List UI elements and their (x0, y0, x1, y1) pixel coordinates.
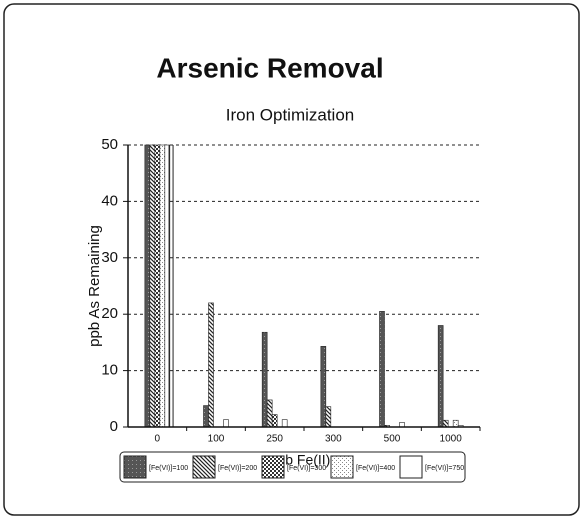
legend-swatch (123, 455, 147, 479)
legend-label: [Fe(VI)]=100 (149, 465, 188, 472)
legend-label: [Fe(VI)]=400 (356, 465, 395, 472)
x-tick-label: 100 (208, 434, 225, 445)
legend-label: [Fe(VI)]=200 (218, 465, 257, 472)
bar (203, 405, 209, 428)
bar (223, 419, 229, 428)
x-tick-label: 500 (384, 434, 401, 445)
y-tick-label: 10 (101, 362, 118, 379)
x-axis-title: ppb Fe(II) (270, 452, 331, 468)
x-tick-label: 1000 (440, 434, 463, 445)
bar (144, 144, 151, 428)
bar (261, 331, 268, 428)
bar (154, 144, 161, 428)
chart-title: Arsenic Removal (156, 52, 383, 83)
legend-label: [Fe(VI)]=300 (287, 465, 326, 472)
bar (442, 419, 449, 428)
legend-swatch (399, 455, 423, 479)
y-tick-label: 20 (101, 305, 118, 322)
x-tick-label: 300 (325, 434, 342, 445)
bar (452, 419, 459, 428)
bar (208, 302, 214, 428)
bar (437, 325, 444, 428)
bar (271, 414, 278, 428)
bar (325, 406, 332, 428)
legend-swatch (261, 455, 285, 479)
y-tick-label: 50 (101, 136, 118, 153)
bar (281, 419, 288, 428)
y-tick-label: 30 (101, 249, 118, 266)
x-tick-label: 250 (266, 434, 283, 445)
y-tick-label: 40 (101, 192, 118, 209)
chart-subtitle: Iron Optimization (226, 105, 355, 124)
y-tick-label: 0 (110, 418, 118, 435)
legend-swatch (192, 455, 216, 479)
y-axis-title: ppb As Remaining (86, 225, 103, 347)
bar (320, 346, 327, 428)
bar (266, 399, 273, 428)
bar (149, 144, 156, 428)
bar (379, 311, 385, 428)
legend-swatch (330, 455, 354, 479)
legend-label: [Fe(VI)]=750 (425, 465, 464, 472)
x-tick-label: 0 (155, 434, 161, 445)
bar (159, 144, 166, 428)
